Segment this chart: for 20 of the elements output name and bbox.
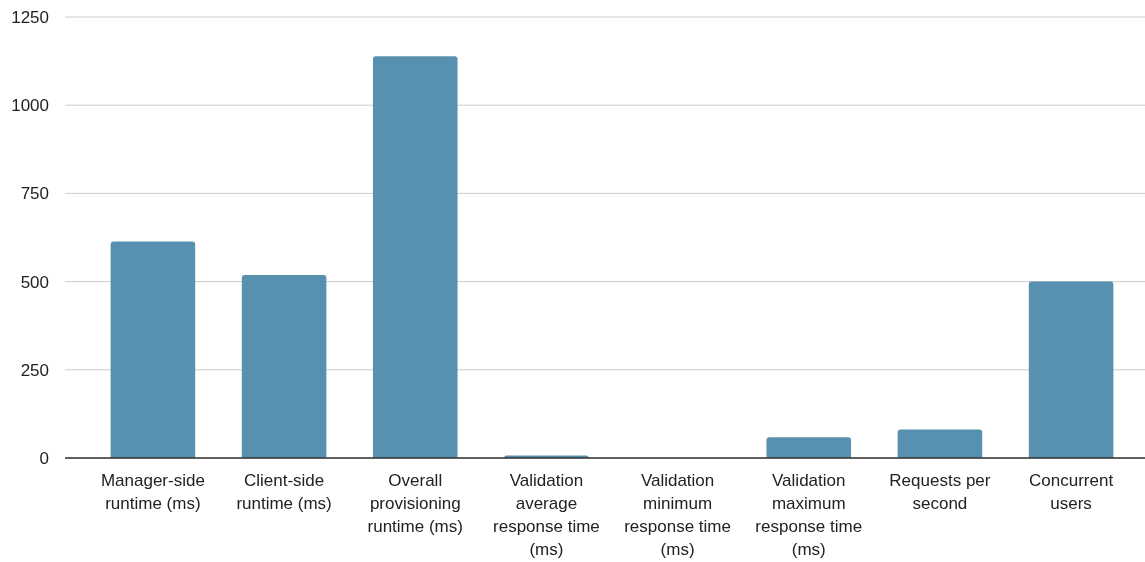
y-tick-label: 250 [20,360,49,380]
x-tick-label: Validation maximum response time (ms) [755,471,863,559]
y-tick-label: 500 [20,272,49,292]
bar [241,274,327,458]
bar [1028,281,1114,458]
x-tick-label: Overall provisioning runtime (ms) [367,471,463,536]
bar [372,56,458,458]
x-tick-label: Concurrent users [1029,471,1114,513]
x-tick-label: Validation average response time (ms) [493,471,600,559]
y-tick-label: 750 [20,184,49,204]
x-tick-label: Manager-side runtime (ms) [100,471,205,513]
y-tick-label: 0 [39,448,49,468]
x-tick-label: Validation minimum response time (ms) [624,471,731,559]
bar [897,429,983,458]
x-tick-label: Client-side runtime (ms) [236,471,332,513]
x-tick-label: Requests per second [889,471,991,513]
y-tick-label: 1000 [11,96,49,116]
bar [110,241,196,458]
y-tick-label: 1250 [11,7,49,27]
bar [766,437,852,458]
